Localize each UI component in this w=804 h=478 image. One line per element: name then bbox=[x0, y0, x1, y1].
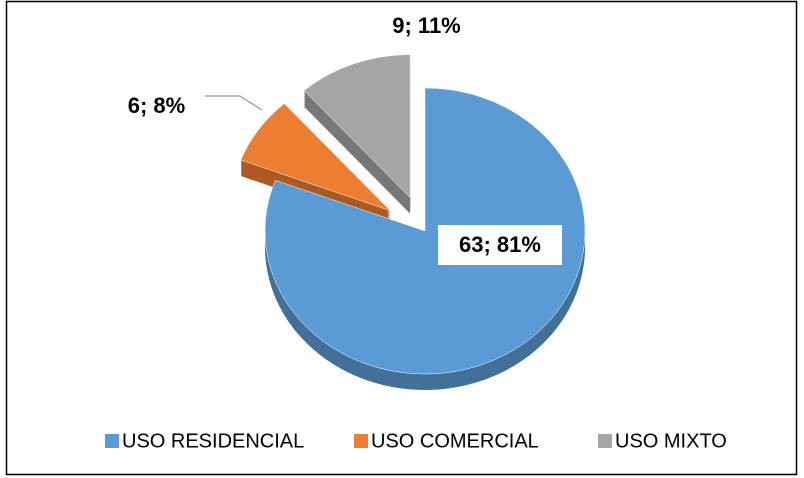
data-label: 6; 8% bbox=[128, 93, 185, 118]
data-label-box bbox=[378, 8, 475, 44]
legend-label: USO MIXTO bbox=[615, 430, 727, 452]
data-label-box bbox=[438, 225, 562, 265]
slice bbox=[240, 103, 391, 211]
legend-label: USO RESIDENCIAL bbox=[122, 430, 304, 452]
legend-swatch bbox=[105, 434, 119, 448]
slice bbox=[303, 54, 411, 199]
legend-swatch bbox=[598, 434, 612, 448]
data-label-box bbox=[108, 85, 205, 127]
data-label: 9; 11% bbox=[392, 13, 461, 38]
legend-label: USO COMERCIAL bbox=[371, 430, 539, 452]
leader-line bbox=[205, 95, 263, 111]
slice bbox=[264, 87, 586, 375]
data-label: 63; 81% bbox=[459, 232, 541, 257]
legend-swatch bbox=[354, 434, 368, 448]
